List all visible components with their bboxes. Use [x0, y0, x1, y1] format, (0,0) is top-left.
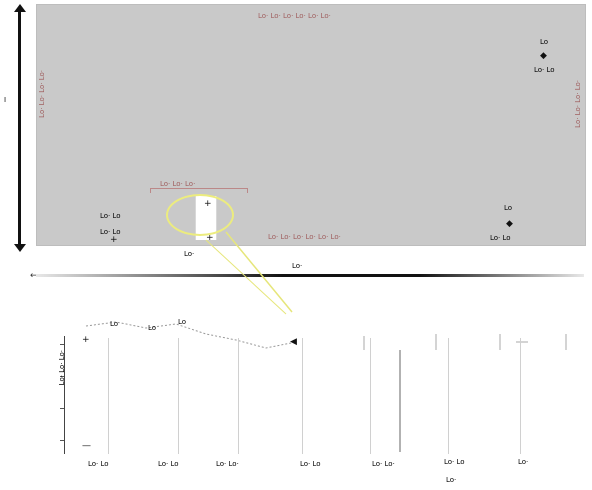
x-label-1: Lo· Lo	[88, 460, 109, 468]
window-marker-down-icon: +	[206, 233, 214, 243]
grid-line	[108, 338, 109, 454]
detail-top-marker-icon: +	[82, 335, 90, 345]
bracket-label: Lo· Lo· Lo·	[160, 180, 196, 188]
grid-line	[238, 338, 239, 454]
y-tick	[60, 408, 64, 409]
detail-bottom-marker-icon: —	[82, 441, 91, 451]
grid-line	[178, 338, 179, 454]
y-tick	[60, 344, 64, 345]
zoom-highlight	[166, 194, 234, 236]
x-caption: Lo·	[446, 476, 457, 484]
grid-line	[520, 338, 521, 454]
peak-label-3: Lo	[178, 318, 187, 326]
peak-label-1: Lo	[110, 320, 119, 328]
grid-line	[302, 338, 303, 454]
detail-y-axis	[64, 336, 65, 454]
horizontal-axis	[36, 274, 584, 277]
x-label-4: Lo· Lo	[300, 460, 321, 468]
x-label-7: Lo·	[518, 458, 529, 466]
cluster-rt-top: Lo	[540, 38, 549, 46]
y-tick	[60, 440, 64, 441]
cluster-rt-bottom: Lo· Lo	[534, 66, 555, 74]
x-label-5: Lo· Lo·	[372, 460, 395, 468]
peak-label-2: Lo	[148, 324, 157, 332]
window-label: Lo·	[184, 250, 195, 258]
cluster-rb-bottom: Lo· Lo	[490, 234, 511, 242]
grid-line	[448, 338, 449, 454]
y-tick	[60, 376, 64, 377]
x-label-6: Lo· Lo	[444, 458, 465, 466]
cluster-rb-top: Lo	[504, 204, 513, 212]
cluster-rt-marker-icon: ◆	[540, 51, 547, 61]
cluster-left-bottom: Lo· Lo	[100, 228, 121, 236]
x-label-3: Lo· Lo·	[216, 460, 239, 468]
detail-y-label: Lo· Lo· Lo·	[58, 350, 66, 386]
detail-end-marker-icon: ◀	[290, 337, 297, 347]
vertical-axis-label: I	[4, 96, 7, 104]
cluster-rb-marker-icon: ◆	[506, 219, 513, 229]
overview-top-label: Lo· Lo· Lo· Lo· Lo· Lo·	[258, 12, 331, 20]
h-axis-arrow-icon: ←	[30, 271, 38, 281]
axis-bottom-arrow	[14, 244, 26, 252]
window-bracket	[150, 188, 248, 193]
detail-chart: Lo Lo Lo + ◀ —	[56, 318, 586, 458]
overview-bottom-label: Lo· Lo· Lo· Lo· Lo· Lo·	[268, 233, 341, 241]
grid-line	[370, 338, 371, 454]
x-label-2: Lo· Lo	[158, 460, 179, 468]
axis-caption: Lo·	[292, 262, 303, 270]
cluster-left-marker-icon: +	[110, 235, 118, 245]
cluster-left-top: Lo· Lo	[100, 212, 121, 220]
overview-panel	[36, 4, 586, 246]
vertical-axis	[18, 8, 21, 248]
